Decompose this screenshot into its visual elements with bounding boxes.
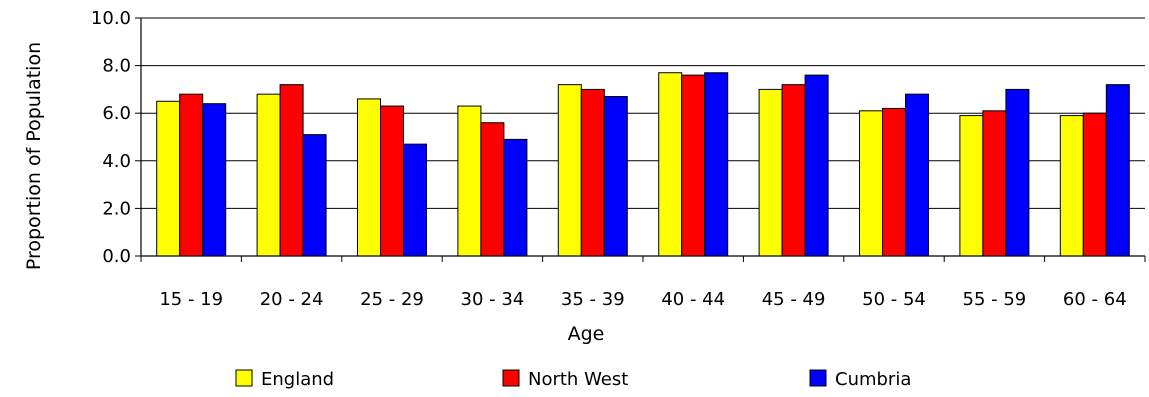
legend: England North West Cumbria (235, 369, 911, 390)
legend-label: England (261, 369, 334, 390)
bar-england (959, 115, 984, 257)
x-tick-label: 55 - 59 (963, 289, 1027, 310)
x-tick-label: 50 - 54 (862, 289, 926, 310)
legend-swatch (235, 369, 253, 387)
bar-cumbria (603, 96, 628, 257)
legend-item-north-west: North West (502, 369, 628, 390)
bar-england (859, 110, 883, 257)
bar-cumbria (403, 143, 427, 257)
bar-england (1059, 115, 1084, 257)
bar-cumbria (704, 72, 729, 257)
bar-north-west (179, 93, 204, 257)
bar-cumbria (302, 134, 327, 257)
bar-england (357, 98, 381, 257)
legend-swatch (502, 369, 520, 387)
x-tick-label: 20 - 24 (260, 289, 324, 310)
x-tick-label: 60 - 64 (1063, 289, 1127, 310)
bar-cumbria (202, 103, 227, 257)
y-axis-label: Proportion of Population (23, 42, 45, 270)
bar-cumbria (905, 93, 929, 257)
bar-england (156, 100, 181, 257)
bar-north-west (1082, 112, 1107, 257)
legend-label: North West (528, 369, 628, 390)
y-tick-label: 8.0 (102, 56, 131, 77)
y-tick-label: 10.0 (91, 8, 131, 29)
bar-england (658, 72, 683, 257)
x-tick-label: 15 - 19 (159, 289, 223, 310)
bar-north-west (781, 84, 806, 257)
bar-north-west (580, 88, 605, 257)
legend-swatch (809, 369, 827, 387)
y-tick-label: 6.0 (102, 103, 131, 124)
bar-england (457, 105, 482, 257)
bar-cumbria (1105, 84, 1130, 257)
bar-england (256, 93, 281, 257)
y-tick-label: 2.0 (102, 198, 131, 219)
x-axis-label: Age (568, 323, 605, 345)
bar-north-west (681, 74, 706, 257)
y-tick-label: 4.0 (102, 151, 131, 172)
bar-cumbria (1005, 88, 1030, 257)
bar-north-west (882, 107, 906, 257)
x-tick-label: 35 - 39 (561, 289, 625, 310)
bar-north-west (982, 110, 1007, 257)
bar-north-west (380, 105, 404, 257)
x-tick-label: 40 - 44 (661, 289, 725, 310)
x-tick-label: 45 - 49 (762, 289, 826, 310)
axes: 0.0 2.0 4.0 6.0 8.0 10.0 15 - 19 20 - 24 25 - 29… (91, 8, 1146, 310)
x-tick-label: 30 - 34 (461, 289, 525, 310)
y-tick-label: 0.0 (102, 246, 131, 267)
bars (156, 72, 1130, 257)
bar-england (758, 88, 783, 257)
bar-north-west (480, 122, 505, 257)
legend-label: Cumbria (835, 369, 911, 390)
bar-england (557, 84, 582, 257)
bar-north-west (279, 84, 304, 257)
x-tick-label: 25 - 29 (360, 289, 424, 310)
bar-cumbria (804, 74, 829, 257)
legend-item-england: England (235, 369, 334, 390)
bar-cumbria (503, 138, 528, 257)
legend-item-cumbria: Cumbria (809, 369, 911, 390)
